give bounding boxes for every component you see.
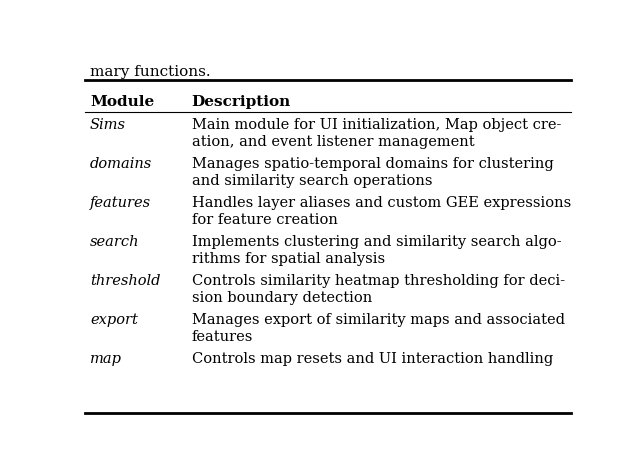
Text: export: export: [90, 313, 138, 327]
Text: domains: domains: [90, 157, 152, 171]
Text: ation, and event listener management: ation, and event listener management: [191, 135, 474, 149]
Text: features: features: [90, 196, 151, 210]
Text: Main module for UI initialization, Map object cre-: Main module for UI initialization, Map o…: [191, 118, 561, 132]
Text: and similarity search operations: and similarity search operations: [191, 174, 432, 188]
Text: Manages spatio-temporal domains for clustering: Manages spatio-temporal domains for clus…: [191, 157, 554, 171]
Text: sion boundary detection: sion boundary detection: [191, 291, 372, 305]
Text: features: features: [191, 330, 253, 344]
Text: search: search: [90, 235, 140, 249]
Text: threshold: threshold: [90, 274, 161, 288]
Text: Sims: Sims: [90, 118, 126, 132]
Text: map: map: [90, 352, 122, 366]
Text: Module: Module: [90, 95, 154, 109]
Text: mary functions.: mary functions.: [90, 65, 211, 79]
Text: Implements clustering and similarity search algo-: Implements clustering and similarity sea…: [191, 235, 561, 249]
Text: Controls similarity heatmap thresholding for deci-: Controls similarity heatmap thresholding…: [191, 274, 564, 288]
Text: for feature creation: for feature creation: [191, 213, 337, 227]
Text: Handles layer aliases and custom GEE expressions: Handles layer aliases and custom GEE exp…: [191, 196, 571, 210]
Text: Manages export of similarity maps and associated: Manages export of similarity maps and as…: [191, 313, 564, 327]
Text: Controls map resets and UI interaction handling: Controls map resets and UI interaction h…: [191, 352, 553, 366]
Text: Description: Description: [191, 95, 291, 109]
Text: rithms for spatial analysis: rithms for spatial analysis: [191, 252, 385, 266]
